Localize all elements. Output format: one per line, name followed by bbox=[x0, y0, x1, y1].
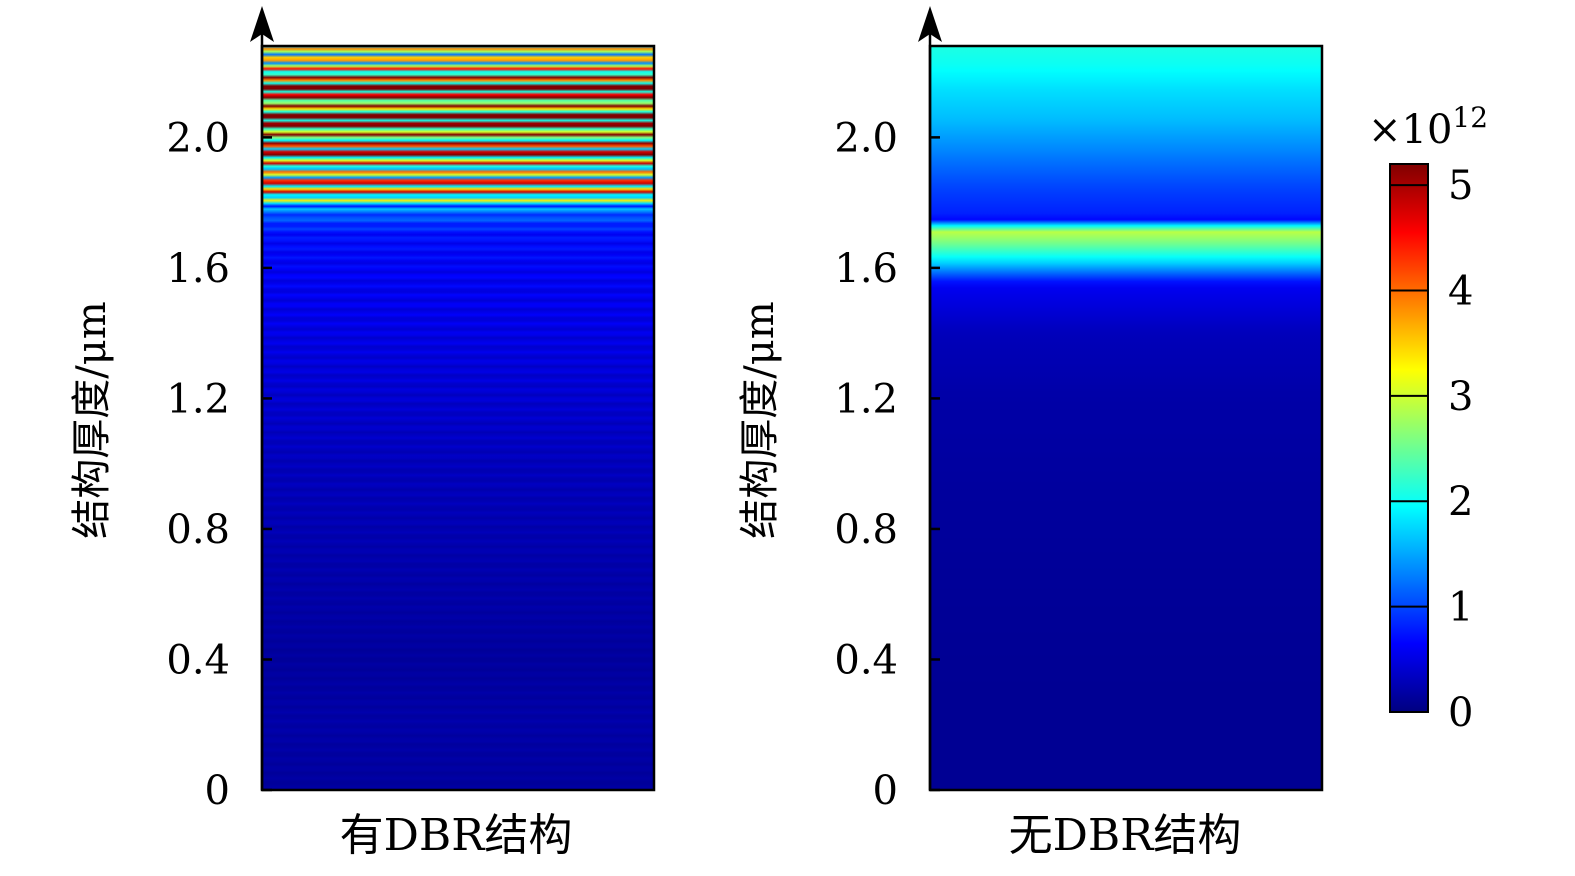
y-tick-label: 0.8 bbox=[166, 507, 230, 553]
y-tick-label: 1.6 bbox=[166, 246, 230, 292]
y-tick-label: 2.0 bbox=[834, 115, 898, 161]
y-tick-label: 1.2 bbox=[166, 376, 230, 422]
colorbar-tick-label: 0 bbox=[1448, 690, 1473, 736]
colorbar-tick-label: 2 bbox=[1448, 479, 1473, 525]
y-tick-label: 0.8 bbox=[834, 507, 898, 553]
y-tick-label: 0.4 bbox=[166, 637, 230, 683]
colorbar-tick-label: 1 bbox=[1448, 585, 1473, 631]
y-tick-label: 0 bbox=[873, 768, 898, 814]
y-tick-label: 1.6 bbox=[834, 246, 898, 292]
y-axis-ticks-with-dbr: 0 0.4 0.8 1.2 1.6 2.0 bbox=[166, 115, 272, 814]
y-tick-label: 0 bbox=[205, 768, 230, 814]
x-axis-label-with-dbr: 有DBR结构 bbox=[340, 810, 573, 861]
y-tick-label: 0.4 bbox=[834, 637, 898, 683]
panel-with-dbr: 0 0.4 0.8 1.2 1.6 2.0 结构厚度/μm 有DBR结构 bbox=[69, 6, 656, 861]
colorbar-multiplier: ×1012 bbox=[1368, 101, 1488, 153]
colorbar-gradient bbox=[1389, 163, 1429, 713]
y-axis-arrow-icon bbox=[918, 6, 942, 42]
heatmap-with-dbr bbox=[260, 44, 656, 792]
heatmap-without-dbr bbox=[928, 44, 1324, 792]
x-axis-label-without-dbr: 无DBR结构 bbox=[1009, 810, 1242, 861]
colorbar-exponent: 12 bbox=[1452, 101, 1488, 134]
panel-without-dbr: 0 0.4 0.8 1.2 1.6 2.0 结构厚度/μm 无DBR结构 bbox=[737, 6, 1324, 861]
y-axis-title-without-dbr: 结构厚度/μm bbox=[737, 301, 783, 538]
y-tick-label: 1.2 bbox=[834, 376, 898, 422]
y-tick-label: 2.0 bbox=[166, 115, 230, 161]
colorbar-tick-label: 5 bbox=[1448, 163, 1473, 209]
y-axis-ticks-without-dbr: 0 0.4 0.8 1.2 1.6 2.0 bbox=[834, 115, 940, 814]
y-axis-title-with-dbr: 结构厚度/μm bbox=[69, 301, 115, 538]
colorbar-tick-label: 4 bbox=[1448, 268, 1473, 314]
y-axis-arrow-icon bbox=[250, 6, 274, 42]
colorbar-ticks: 0 1 2 3 4 5 bbox=[1390, 163, 1473, 736]
colorbar-tick-label: 3 bbox=[1448, 374, 1473, 420]
